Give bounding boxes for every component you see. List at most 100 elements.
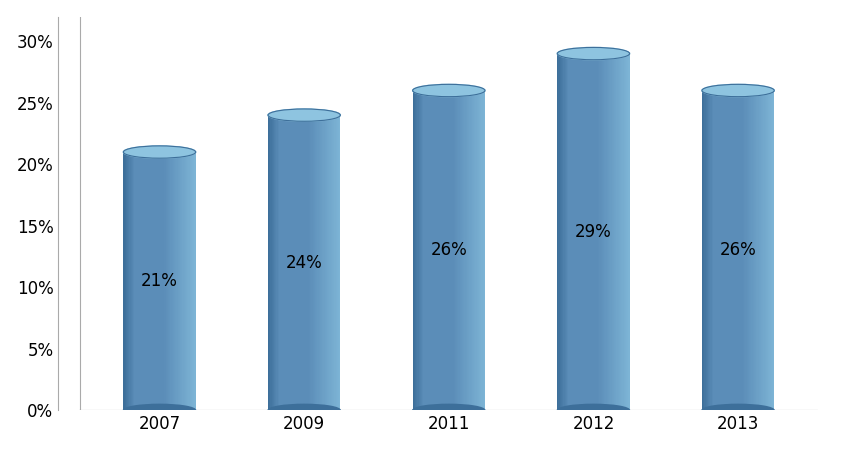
Bar xyxy=(731,90,732,410)
Bar xyxy=(768,90,770,410)
Bar xyxy=(308,115,309,410)
Bar xyxy=(717,90,719,410)
Bar xyxy=(735,90,737,410)
Bar xyxy=(448,90,449,410)
Bar xyxy=(620,54,621,410)
Bar xyxy=(428,90,430,410)
Bar xyxy=(274,115,276,410)
Bar xyxy=(715,90,716,410)
Bar xyxy=(581,54,583,410)
Bar xyxy=(725,90,726,410)
Bar xyxy=(418,90,419,410)
Bar xyxy=(413,90,415,410)
Bar xyxy=(743,90,744,410)
Bar xyxy=(282,115,284,410)
Bar xyxy=(288,115,290,410)
Bar xyxy=(754,90,755,410)
Bar xyxy=(605,54,607,410)
Ellipse shape xyxy=(557,404,630,417)
Bar xyxy=(182,152,184,410)
Bar xyxy=(436,90,437,410)
Bar xyxy=(770,90,772,410)
Bar xyxy=(421,90,422,410)
Bar xyxy=(324,115,326,410)
Bar xyxy=(773,90,775,410)
Bar xyxy=(292,115,294,410)
Bar xyxy=(483,90,484,410)
Bar xyxy=(161,152,162,410)
Bar xyxy=(564,54,566,410)
Bar xyxy=(475,90,477,410)
Bar xyxy=(740,90,742,410)
Bar xyxy=(165,152,167,410)
Bar xyxy=(336,115,337,410)
Bar xyxy=(755,90,757,410)
Bar xyxy=(430,90,431,410)
Bar xyxy=(303,115,305,410)
Bar xyxy=(125,152,126,410)
Bar xyxy=(289,115,291,410)
Bar xyxy=(614,54,615,410)
Bar xyxy=(298,115,300,410)
Bar xyxy=(153,152,155,410)
Bar xyxy=(719,90,720,410)
Bar xyxy=(752,90,754,410)
Bar xyxy=(621,54,622,410)
Bar xyxy=(732,90,734,410)
Bar xyxy=(619,54,620,410)
Bar xyxy=(734,90,736,410)
Bar xyxy=(326,115,327,410)
Bar xyxy=(481,90,483,410)
Bar xyxy=(484,90,485,410)
Bar xyxy=(756,90,758,410)
Bar xyxy=(143,152,144,410)
Bar xyxy=(591,54,592,410)
Bar xyxy=(557,54,559,410)
Bar xyxy=(477,90,478,410)
Bar xyxy=(713,90,714,410)
Bar xyxy=(150,152,152,410)
Bar xyxy=(194,152,196,410)
Bar xyxy=(623,54,625,410)
Bar xyxy=(174,152,175,410)
Bar xyxy=(729,90,731,410)
Text: 29%: 29% xyxy=(575,223,612,241)
Bar xyxy=(321,115,323,410)
Bar xyxy=(466,90,467,410)
Bar xyxy=(162,152,163,410)
Bar xyxy=(722,90,724,410)
Bar xyxy=(558,54,560,410)
Bar xyxy=(578,54,580,410)
Bar xyxy=(750,90,752,410)
Polygon shape xyxy=(80,410,853,425)
Bar xyxy=(592,54,593,410)
Bar xyxy=(177,152,179,410)
Bar xyxy=(761,90,763,410)
Bar xyxy=(472,90,473,410)
Bar xyxy=(149,152,150,410)
Bar xyxy=(306,115,308,410)
Bar xyxy=(145,152,146,410)
Bar xyxy=(608,54,609,410)
Bar xyxy=(123,152,125,410)
Bar xyxy=(766,90,767,410)
Bar xyxy=(613,54,614,410)
Bar xyxy=(617,54,619,410)
Bar xyxy=(133,152,134,410)
Bar xyxy=(703,90,704,410)
Bar xyxy=(422,90,424,410)
Bar xyxy=(276,115,278,410)
Bar xyxy=(181,152,182,410)
Bar xyxy=(300,115,302,410)
Bar xyxy=(285,115,286,410)
Bar xyxy=(131,152,132,410)
Bar xyxy=(749,90,750,410)
Bar xyxy=(596,54,597,410)
Bar xyxy=(473,90,474,410)
Bar xyxy=(185,152,187,410)
Bar xyxy=(625,54,626,410)
Bar xyxy=(294,115,296,410)
Bar xyxy=(461,90,462,410)
Bar xyxy=(433,90,435,410)
Bar xyxy=(426,90,427,410)
